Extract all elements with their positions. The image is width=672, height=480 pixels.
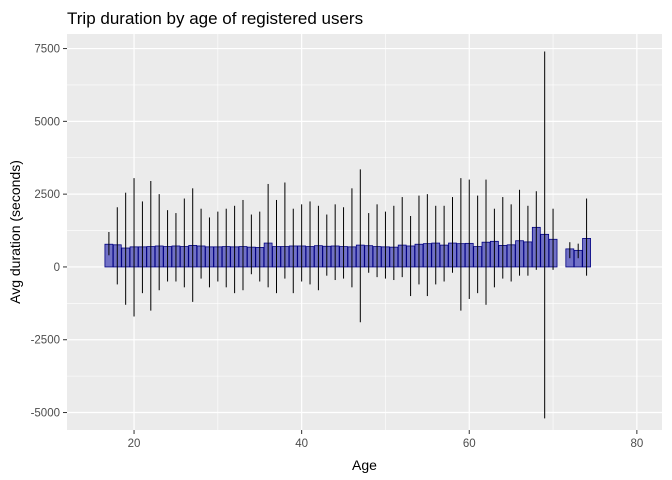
- x-tick-label: 80: [630, 438, 643, 450]
- y-tick-label: 2500: [34, 189, 60, 201]
- x-tick-label: 60: [463, 438, 476, 450]
- y-axis: -5000 -2500 0 2500 5000 7500: [31, 44, 67, 420]
- grid-minor: [67, 34, 662, 430]
- plot-panel: [67, 34, 662, 430]
- y-tick-label: 0: [54, 262, 60, 274]
- y-tick-label: -2500: [31, 335, 60, 347]
- y-tick-label: -5000: [31, 408, 60, 420]
- y-tick-label: 7500: [34, 44, 60, 56]
- x-axis: 20 40 60 80: [128, 430, 643, 450]
- x-axis-title: Age: [352, 457, 377, 473]
- error-bars: [108, 51, 588, 419]
- grid-major: [67, 34, 662, 430]
- x-tick-label: 40: [295, 438, 308, 450]
- y-tick-label: 5000: [34, 116, 60, 128]
- chart-title: Trip duration by age of registered users: [67, 9, 363, 28]
- y-axis-title: Avg duration (seconds): [7, 160, 23, 304]
- x-tick-label: 20: [128, 438, 141, 450]
